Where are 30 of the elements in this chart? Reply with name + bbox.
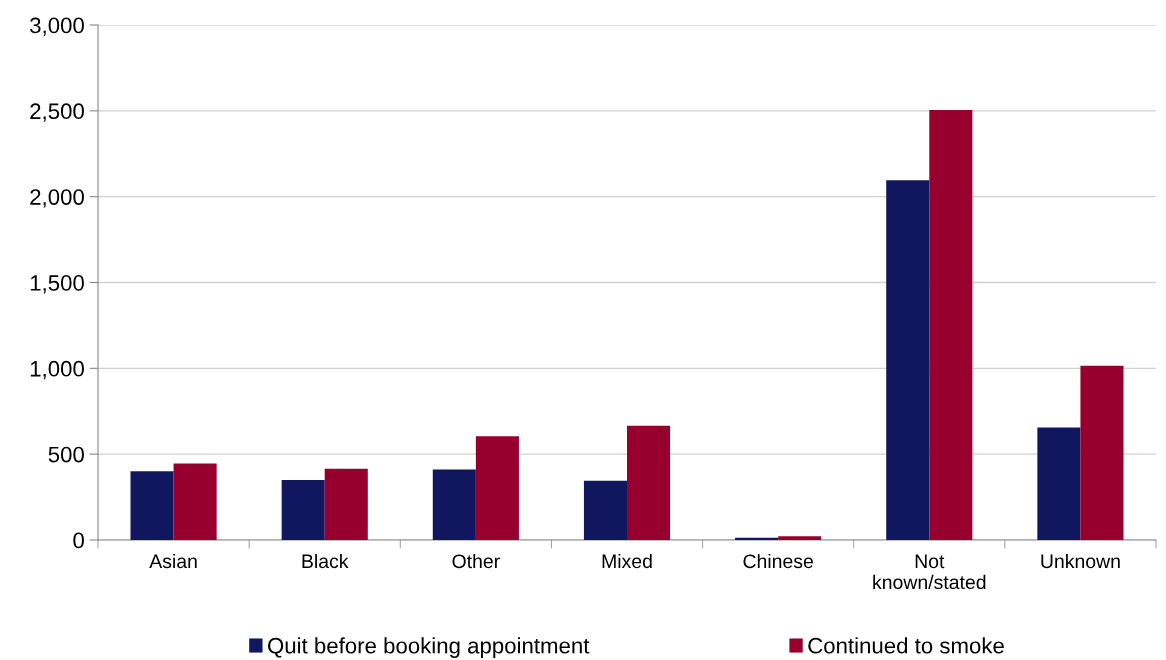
y-tick-label: 2,500	[30, 103, 84, 122]
y-tick-label: 1,000	[30, 360, 84, 380]
bar	[886, 180, 930, 540]
x-tick-label: Mixed	[602, 553, 652, 569]
bar	[432, 469, 476, 540]
bar	[130, 471, 174, 540]
y-tick-label: 2,000	[30, 189, 84, 208]
y-tick-label: 3,000	[30, 17, 84, 36]
y-tick-label: 0	[73, 532, 84, 549]
bar	[281, 479, 325, 540]
x-tick-label: Asian	[149, 553, 197, 569]
bar	[475, 436, 519, 540]
legend-label: Continued to smoke	[808, 637, 1004, 654]
bar	[735, 537, 779, 540]
x-tick-label: Unknown	[1041, 553, 1120, 569]
x-tick-label: Chinese	[743, 553, 813, 569]
bar	[324, 468, 368, 540]
bar	[1080, 365, 1124, 540]
bar	[778, 536, 822, 540]
y-tick-label: 1,500	[30, 275, 84, 294]
x-tick-label: Not known/stated	[873, 554, 986, 590]
bar	[627, 425, 671, 540]
legend-label: Quit before booking appointment	[268, 637, 590, 658]
bar	[583, 480, 627, 540]
bar	[929, 109, 973, 540]
bar	[1037, 427, 1081, 540]
x-tick-label: Other	[452, 553, 500, 569]
y-tick-label: 500	[48, 446, 84, 463]
x-tick-label: Black	[302, 553, 349, 569]
bar	[173, 463, 217, 540]
